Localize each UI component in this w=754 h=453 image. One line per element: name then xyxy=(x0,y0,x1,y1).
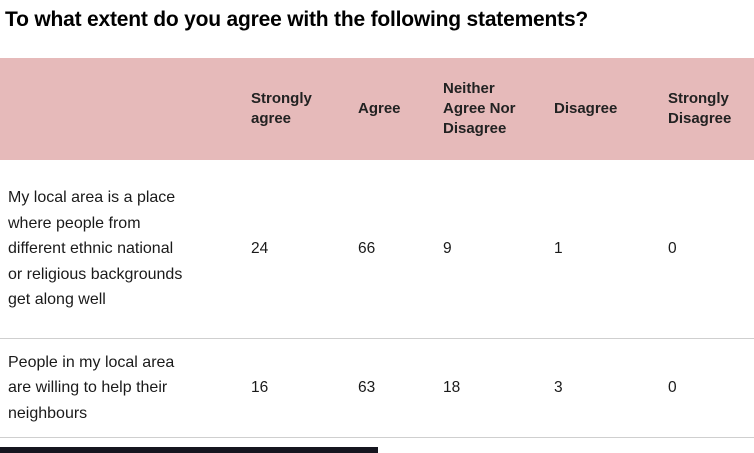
cell-value: 9 xyxy=(443,240,452,257)
row-label-column-header xyxy=(0,99,241,119)
cell-value: 16 xyxy=(251,379,269,396)
column-header-label: Disagree xyxy=(554,100,618,118)
column-header-label: Strongly agree xyxy=(251,90,312,127)
cell-value: 63 xyxy=(358,379,376,396)
cell-value: 3 xyxy=(554,379,563,396)
row-label-text: My local area is a place where people fr… xyxy=(8,189,183,309)
cell-value: 24 xyxy=(251,240,269,257)
column-header-agree: Agree xyxy=(348,89,433,129)
table-row-local-area-get-along: My local area is a place where people fr… xyxy=(0,160,754,339)
cell-value: 18 xyxy=(443,379,461,396)
row-label: My local area is a place where people fr… xyxy=(0,175,241,323)
column-header-strongly-agree: Strongly agree xyxy=(241,79,348,139)
column-header-neither: Neither Agree Nor Disagree xyxy=(433,69,544,148)
column-header-disagree: Disagree xyxy=(544,89,658,129)
column-header-label: Neither Agree Nor Disagree xyxy=(443,80,516,137)
row-label: People in my local area are willing to h… xyxy=(0,340,241,437)
cell-value: 0 xyxy=(668,240,677,257)
cell-value: 66 xyxy=(358,240,376,257)
column-header-label: Agree xyxy=(358,100,401,118)
column-header-strongly-disagree: Strongly Disagree xyxy=(658,79,754,139)
cell-value: 1 xyxy=(554,240,563,257)
cell-value: 0 xyxy=(668,379,677,396)
row-label-text: People in my local area are willing to h… xyxy=(8,353,175,422)
page-title: To what extent do you agree with the fol… xyxy=(5,8,589,31)
column-header-label: Strongly Disagree xyxy=(668,90,732,127)
table-row-help-neighbours: People in my local area are willing to h… xyxy=(0,339,754,438)
footer-accent-bar xyxy=(0,447,378,453)
survey-table: Strongly agree Agree Neither Agree Nor D… xyxy=(0,58,754,438)
table-header-row: Strongly agree Agree Neither Agree Nor D… xyxy=(0,58,754,160)
